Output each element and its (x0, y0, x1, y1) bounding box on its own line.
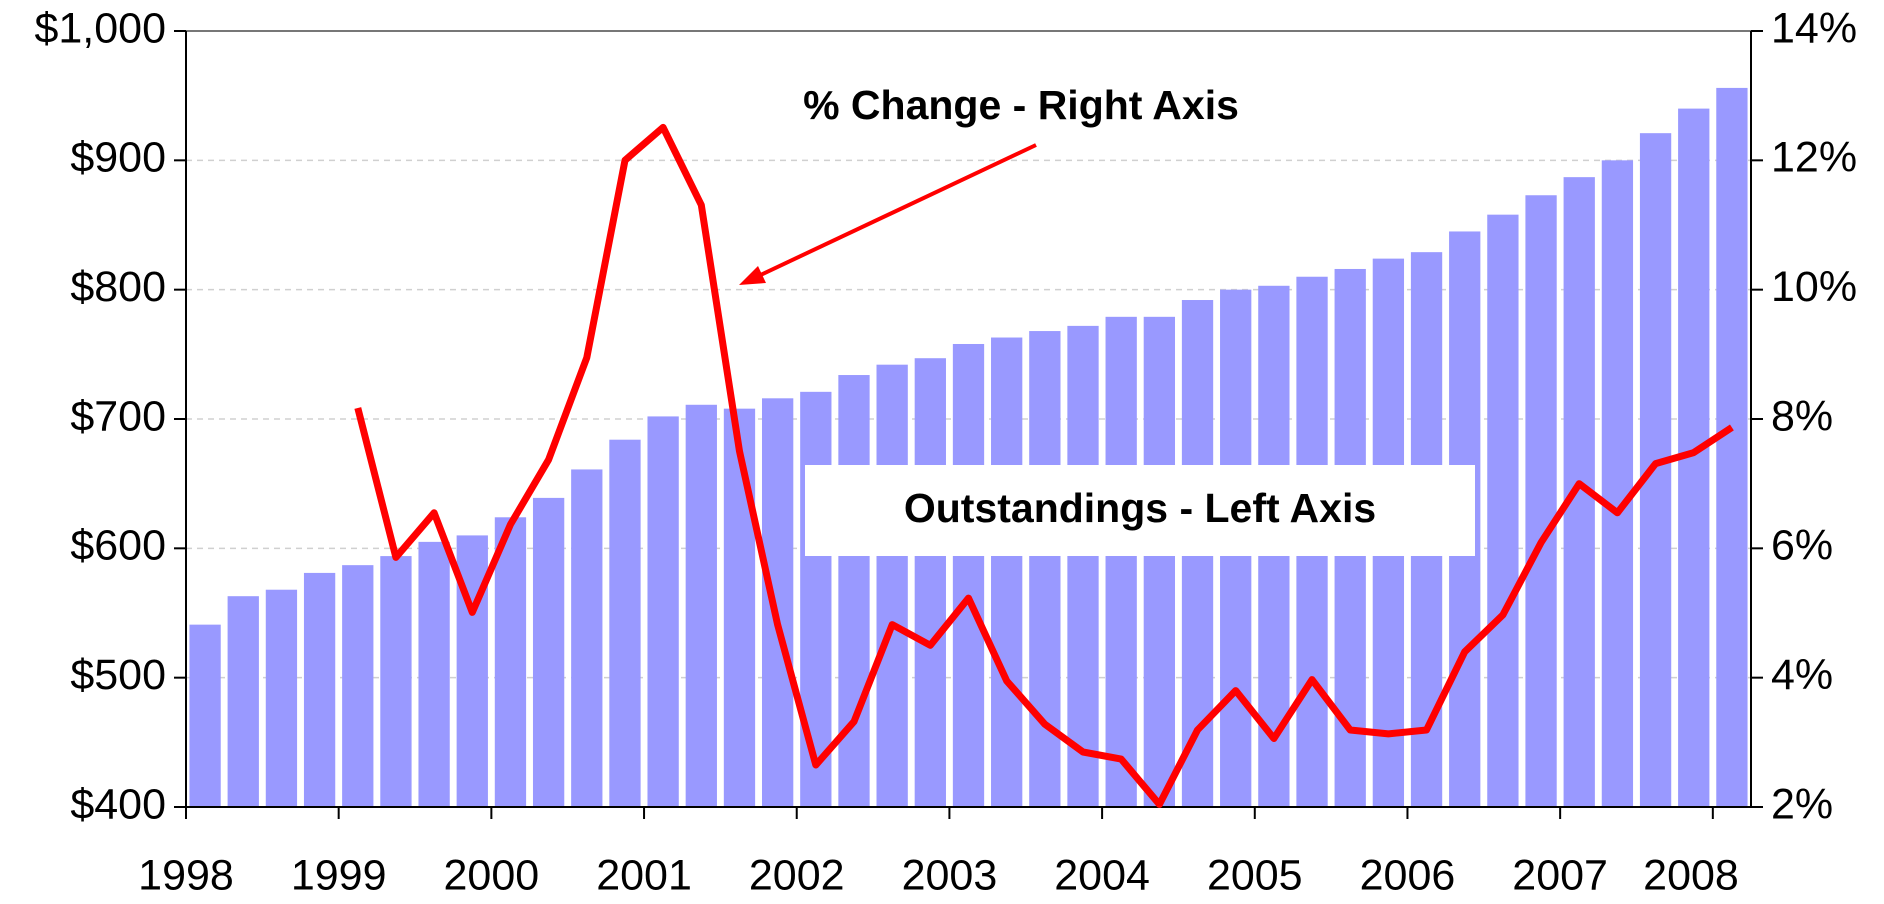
line-series-label: % Change - Right Axis (803, 82, 1239, 128)
x-tick-label: 2001 (596, 851, 692, 899)
annotation-arrow (751, 143, 1037, 281)
bar (1487, 214, 1519, 808)
bar (609, 439, 641, 807)
bar (1067, 325, 1099, 807)
y-tick-label: $600 (70, 522, 166, 570)
bar (532, 497, 565, 807)
x-tick-label: 2007 (1512, 851, 1608, 899)
bar (265, 589, 298, 807)
bar (914, 358, 946, 807)
bar (189, 624, 221, 807)
y-tick-label: $900 (70, 134, 166, 182)
x-tick-label: 2004 (1054, 851, 1150, 899)
y-tick-label: $500 (70, 651, 166, 699)
y-tick-label: $400 (70, 780, 166, 828)
bar (1716, 87, 1748, 807)
bar (571, 469, 603, 807)
bar (1143, 316, 1176, 807)
y2-tick-label: 12% (1771, 134, 1857, 182)
bar (380, 556, 412, 807)
line (354, 123, 1734, 808)
y-tick-label: $800 (70, 263, 166, 311)
x-tick-label: 2000 (444, 851, 540, 899)
x-tick-label: 2002 (749, 851, 845, 899)
y2-tick-label: 14% (1771, 4, 1857, 52)
bar (494, 517, 527, 807)
x-tick-label: 1999 (291, 851, 387, 899)
y-tick-label: $1,000 (34, 4, 166, 52)
y2-tick-label: 2% (1771, 780, 1833, 828)
x-tick-label: 1998 (138, 851, 234, 899)
x-tick-label: 2003 (902, 851, 998, 899)
bar (800, 391, 832, 807)
bar (1601, 160, 1634, 808)
axes: $400 $500 $600 $700 $800 $900 $1,000 2% 4% 6% 8% 10… (34, 4, 1857, 899)
y2-tick-label: 6% (1771, 522, 1833, 570)
bar (838, 375, 870, 807)
bar (761, 398, 794, 807)
y2-tick-label: 8% (1771, 392, 1833, 440)
bar (952, 343, 985, 807)
bar (876, 364, 908, 807)
bar (1639, 133, 1672, 807)
y2-tick-label: 4% (1771, 651, 1833, 699)
annotation-box (805, 465, 1475, 556)
bar (227, 596, 259, 807)
bar (647, 416, 679, 807)
y-tick-label: $700 (70, 392, 166, 440)
x-tick-label: 2008 (1643, 851, 1739, 899)
arrow-head (739, 266, 766, 285)
bar (991, 337, 1023, 807)
bar (723, 408, 756, 807)
bar (685, 404, 717, 807)
bar (418, 541, 450, 807)
x-tick-label: 2005 (1207, 851, 1303, 899)
bar (1105, 316, 1137, 807)
y2-tick-label: 10% (1771, 263, 1857, 311)
bar (1525, 195, 1557, 808)
x-tick-label: 2006 (1360, 851, 1456, 899)
bar (303, 572, 336, 807)
bar-series-label: Outstandings - Left Axis (904, 485, 1376, 531)
bar (342, 565, 374, 807)
bars (189, 87, 1748, 808)
